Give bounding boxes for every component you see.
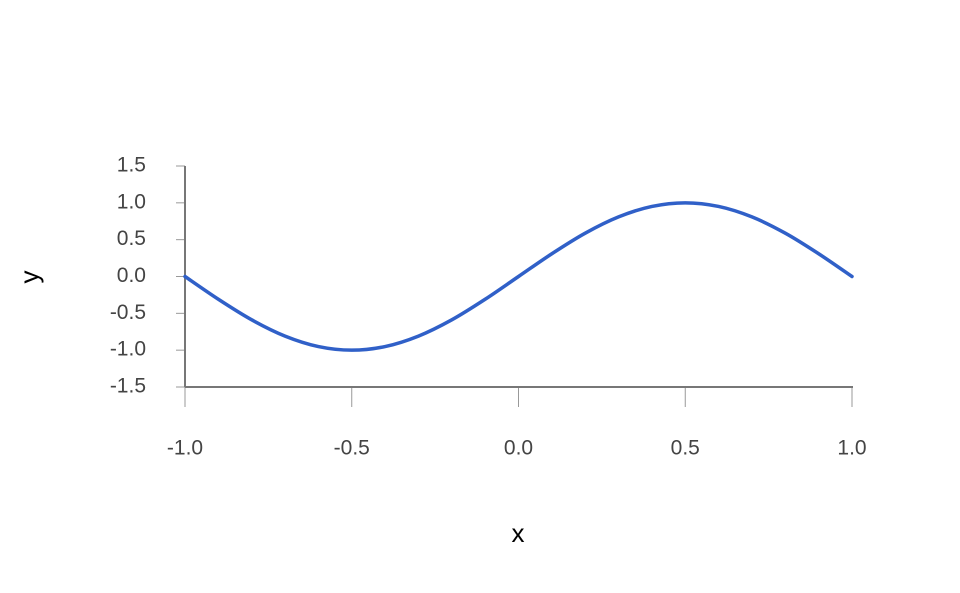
x-axis-ticks: -1.0 -0.5 0.0 0.5 1.0 xyxy=(167,387,867,460)
x-tick-label: 0.0 xyxy=(504,437,533,460)
y-axis-ticks: 1.5 1.0 0.5 0.0 -0.5 -1.0 -1.5 xyxy=(110,154,185,398)
series-layer xyxy=(183,201,854,352)
y-tick-label: 1.0 xyxy=(117,190,146,213)
x-tick-label: 1.0 xyxy=(837,437,866,460)
y-tick-label: -1.5 xyxy=(110,375,146,398)
x-tick-label: -1.0 xyxy=(167,437,203,460)
y-tick-label: 0.0 xyxy=(117,264,146,287)
x-tick-label: -0.5 xyxy=(334,437,370,460)
y-tick-label: -0.5 xyxy=(110,301,146,324)
y-tick-label: -1.0 xyxy=(110,338,146,361)
series-line xyxy=(183,201,854,352)
x-axis-title: x xyxy=(512,518,525,548)
y-tick-label: 1.5 xyxy=(117,154,146,177)
x-tick-label: 0.5 xyxy=(671,437,700,460)
y-axis-title: y xyxy=(14,271,44,284)
y-tick-label: 0.5 xyxy=(117,227,146,250)
